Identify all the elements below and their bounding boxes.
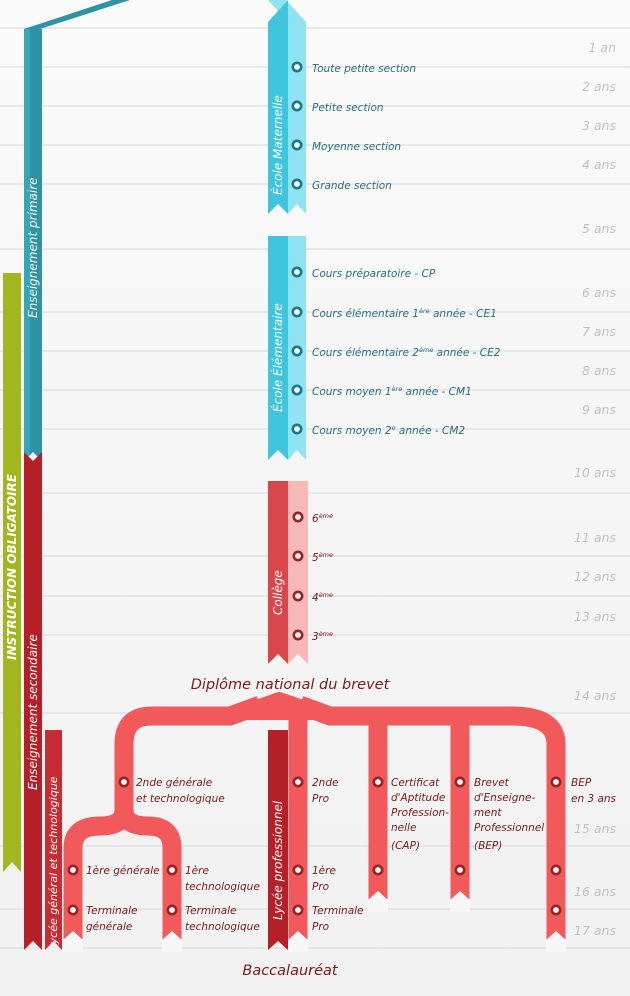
lycee-levels: 2nde générale et technologique 1ère génér… <box>86 777 617 933</box>
premiere-techno-label: 1ère technologique <box>185 865 260 893</box>
level-label: 6ème <box>312 512 333 525</box>
primaire-label: Enseignement primaire <box>26 177 40 318</box>
level-label: Cours moyen 1ère année - CM1 <box>312 385 472 398</box>
lycee-pro-bar <box>268 730 288 950</box>
age-label: 3 ans <box>582 118 617 133</box>
age-label: 14 ans <box>574 688 616 703</box>
age-label: 12 ans <box>574 569 616 584</box>
college-label: Collège <box>271 570 285 615</box>
terminale-techno-label: Terminale technologique <box>185 905 260 933</box>
elementaire-label: École Élémentaire <box>270 303 285 412</box>
cap-label: Certificat d'Aptitude Profession- nelle … <box>391 777 452 852</box>
level-label: Cours élémentaire 1ère année - CE1 <box>312 307 497 320</box>
bep-3ans-label: BEP en 3 ans <box>571 777 617 805</box>
age-labels: 1 an 2 ans 3 ans 4 ans 5 ans 6 ans 7 ans… <box>574 40 616 938</box>
terminale-pro-label: Terminale Pro <box>312 905 364 933</box>
maternelle-levels: Toute petite section Petite section Moye… <box>312 63 416 192</box>
instruction-bar <box>3 273 21 872</box>
level-label: 5ème <box>312 551 333 564</box>
age-label: 7 ans <box>582 324 617 339</box>
age-label: 15 ans <box>574 821 616 836</box>
level-label: Cours moyen 2e année - CM2 <box>312 424 465 437</box>
arrow-tips <box>63 891 566 952</box>
age-label: 4 ans <box>582 157 617 172</box>
age-label: 9 ans <box>582 402 617 417</box>
elementaire-levels: Cours préparatoire - CP Cours élémentair… <box>312 268 501 437</box>
secondaire-label: Enseignement secondaire <box>26 634 40 790</box>
age-label: 1 an <box>588 40 616 55</box>
age-label: 10 ans <box>574 465 616 480</box>
lycee-pro-label: Lycée professionnel <box>271 800 285 920</box>
college-bar <box>268 481 288 664</box>
lycee-gt-bar <box>45 730 62 950</box>
level-label: Petite section <box>312 102 384 114</box>
primaire-connector <box>24 0 130 29</box>
level-label: Cours élémentaire 2ème année - CE2 <box>312 346 501 359</box>
level-label: Cours préparatoire - CP <box>312 268 436 280</box>
maternelle-label: École Maternelle <box>270 95 285 195</box>
bac-title: Baccalauréat <box>242 963 339 979</box>
age-label: 2 ans <box>582 79 617 94</box>
premiere-generale-label: 1ère générale <box>86 865 160 877</box>
age-label: 16 ans <box>574 884 616 899</box>
terminale-generale-label: Terminale générale <box>86 905 138 933</box>
college-levels: 6ème 5ème 4ème 3ème <box>312 512 333 643</box>
seconde-gt-label: 2nde générale et technologique <box>136 777 225 805</box>
level-label: 4ème <box>312 591 333 604</box>
age-label: 17 ans <box>574 923 616 938</box>
age-label: 5 ans <box>582 221 617 236</box>
instruction-label: INSTRUCTION OBLIGATOIRE <box>5 473 19 660</box>
lycee-gt-label: Lycée général et technologique <box>47 776 60 950</box>
seconde-pro-label: 2nde Pro <box>312 777 338 805</box>
age-label: 11 ans <box>574 530 616 545</box>
level-label: Toute petite section <box>312 63 416 75</box>
level-label: Moyenne section <box>312 141 401 153</box>
age-label: 13 ans <box>574 609 616 624</box>
level-markers <box>67 61 562 916</box>
level-label: 3ème <box>312 630 333 643</box>
premiere-pro-label: 1ère Pro <box>312 865 336 893</box>
age-label: 8 ans <box>582 363 617 378</box>
level-label: Grande section <box>312 180 392 192</box>
age-label: 6 ans <box>582 285 617 300</box>
maternelle-bar <box>268 0 288 214</box>
secondaire-bar <box>24 452 42 950</box>
age-grid <box>0 27 630 949</box>
elementaire-bar <box>268 236 288 460</box>
bep-label: Brevet d'Enseigne- ment Professionnel (B… <box>474 777 548 852</box>
brevet-title: Diplôme national du brevet <box>191 677 391 693</box>
